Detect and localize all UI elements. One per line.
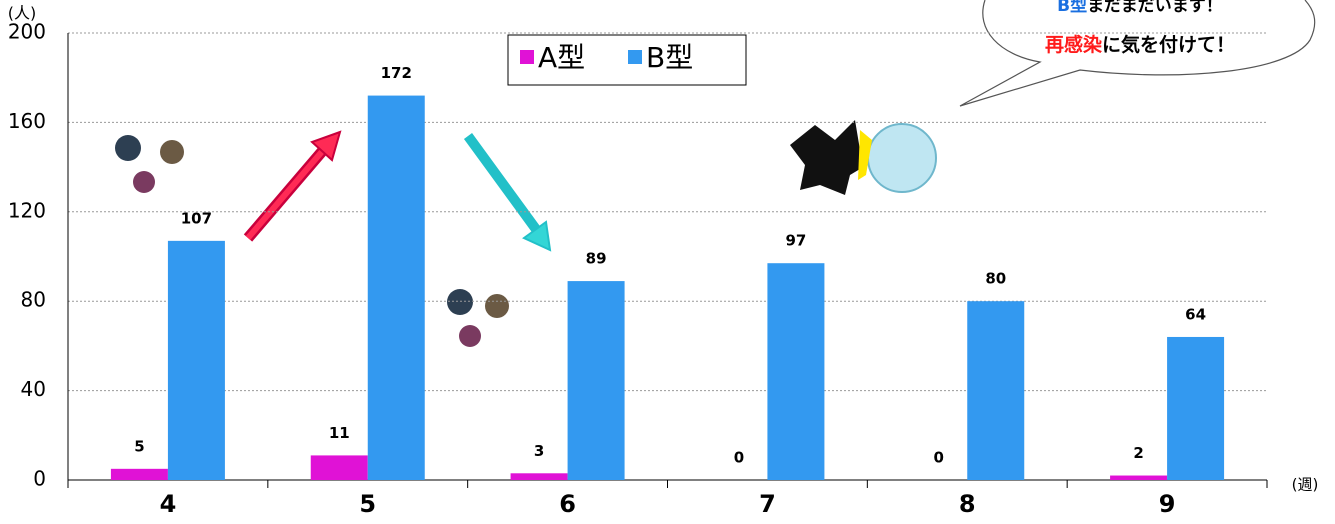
callout-text: まだまだいます！	[1087, 0, 1223, 16]
x-tick-label: 4	[160, 490, 177, 518]
callout-line: B型まだまだいます！	[1057, 0, 1223, 16]
bar	[167, 240, 225, 480]
x-tick-label: 6	[559, 490, 576, 518]
callout-highlight: B型	[1057, 0, 1087, 16]
falling-arrow	[463, 133, 552, 252]
value-label: 89	[586, 250, 607, 268]
value-label: 0	[934, 449, 944, 467]
legend-label: A型	[538, 41, 585, 74]
bar	[310, 455, 368, 480]
bar	[967, 301, 1025, 480]
germ-icon	[447, 289, 509, 347]
value-label: 172	[381, 64, 412, 82]
value-label: 3	[534, 442, 544, 460]
legend-box	[507, 34, 747, 86]
bar	[110, 468, 168, 480]
rising-arrow	[243, 130, 342, 242]
x-tick-label: 7	[759, 490, 776, 518]
fight-icon	[790, 120, 937, 195]
legend-swatch	[628, 50, 642, 64]
speech-bubble	[959, 0, 1316, 107]
legend-label: B型	[646, 41, 693, 74]
y-tick-label: 120	[8, 198, 46, 222]
value-label: 64	[1185, 305, 1206, 323]
y-axis-unit: (人)	[8, 4, 37, 23]
value-label: 0	[734, 449, 744, 467]
value-label: 97	[785, 232, 806, 250]
bar	[1167, 336, 1225, 480]
germ-icon	[115, 135, 184, 193]
bar	[510, 473, 568, 480]
y-tick-label: 200	[8, 20, 46, 44]
x-tick-label: 5	[359, 490, 376, 518]
y-tick-label: 80	[21, 288, 46, 312]
legend-swatch	[520, 50, 534, 64]
y-tick-label: 160	[8, 109, 46, 133]
callout-line: 再感染に気を付けて！	[1045, 33, 1235, 56]
value-label: 11	[329, 424, 350, 442]
value-label: 5	[134, 437, 144, 455]
y-tick-label: 40	[21, 377, 46, 401]
x-tick-label: 8	[959, 490, 976, 518]
bar	[367, 95, 425, 480]
callout-highlight: 再感染	[1045, 33, 1102, 56]
bar	[767, 263, 825, 480]
bar	[1110, 475, 1168, 480]
callout-text: に気を付けて！	[1102, 33, 1235, 56]
x-tick-label: 9	[1159, 490, 1176, 518]
value-label: 2	[1133, 444, 1143, 462]
value-label: 80	[985, 270, 1006, 288]
value-label: 107	[181, 209, 212, 227]
bar	[567, 281, 625, 480]
y-tick-label: 0	[33, 467, 46, 491]
x-axis-unit: (週)	[1292, 476, 1319, 494]
